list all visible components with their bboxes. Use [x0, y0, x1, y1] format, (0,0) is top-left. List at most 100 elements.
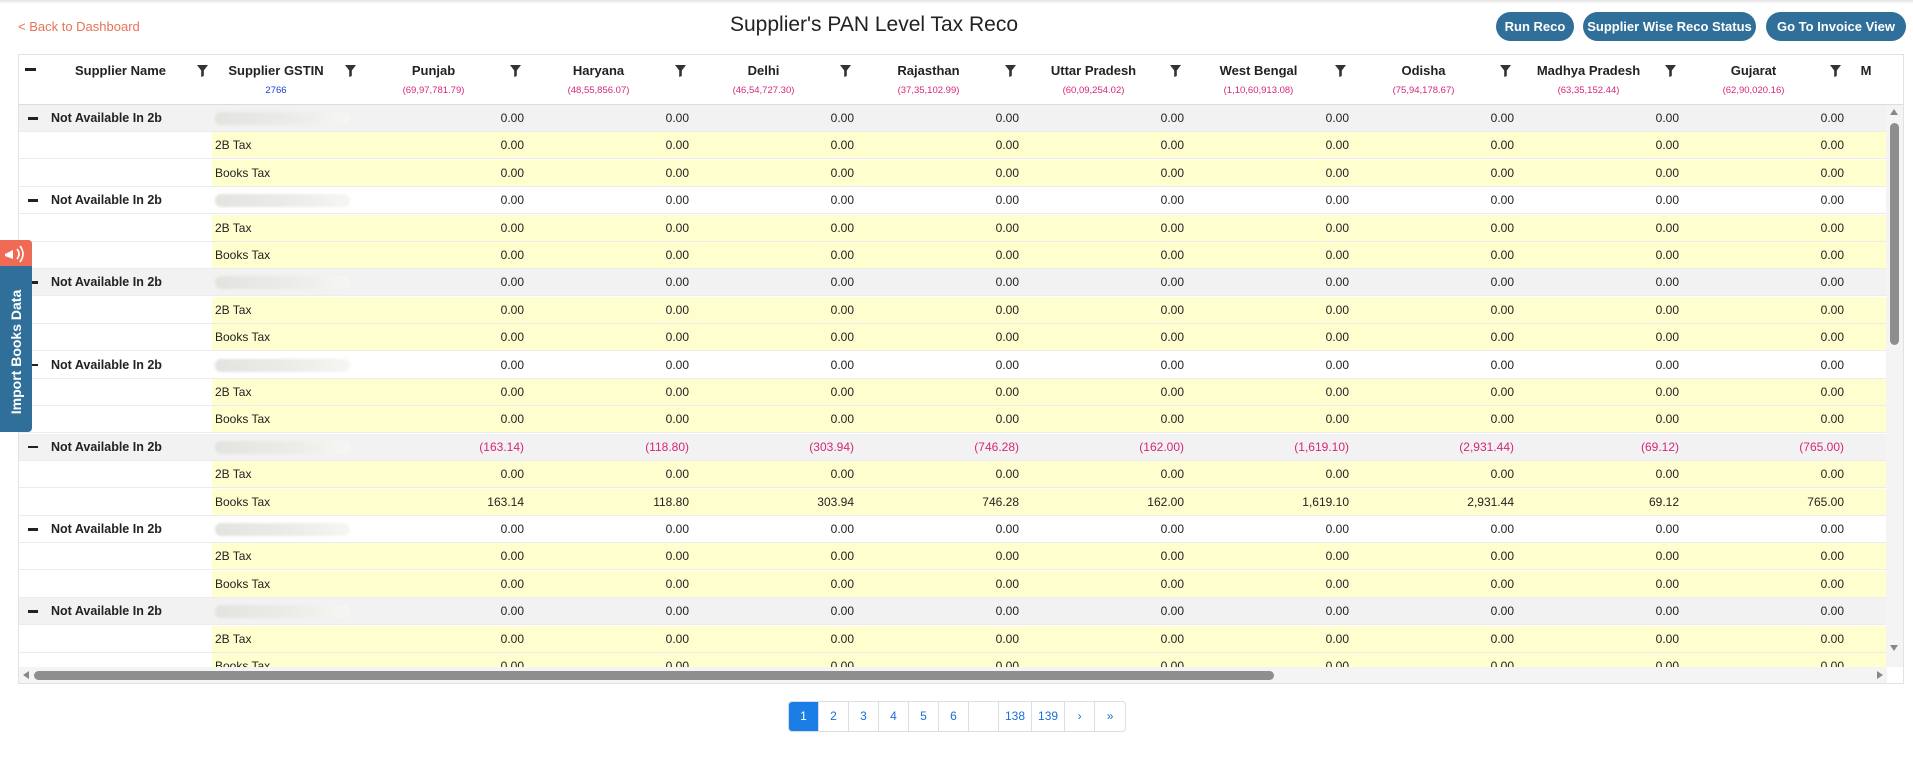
tax-value: 0.00	[1490, 549, 1514, 564]
filter-icon[interactable]	[197, 65, 208, 77]
tax-value: 0.00	[500, 220, 524, 235]
column-header-gujarat[interactable]: Gujarat (62,90,020.16)	[1682, 55, 1847, 105]
tax-value: 0.00	[1160, 522, 1184, 536]
tax-2b-row[interactable]: 2B Tax 0.00 0.00 0.00 0.00 0.00 0.00 0.00 0.00 0.…	[19, 543, 1887, 571]
sub-row-background	[212, 379, 1887, 405]
column-header-uttar-pradesh[interactable]: Uttar Pradesh (60,09,254.02)	[1022, 55, 1187, 105]
page-6[interactable]: 6	[939, 702, 969, 731]
tax-value: 0.00	[500, 138, 524, 153]
tax-2b-row[interactable]: 2B Tax 0.00 0.00 0.00 0.00 0.00 0.00 0.00 0.00 0.…	[19, 625, 1887, 653]
filter-icon[interactable]	[1335, 65, 1346, 77]
tax-value: 0.00	[995, 357, 1019, 372]
horizontal-scrollbar[interactable]	[19, 667, 1887, 683]
books-tax-row[interactable]: Books Tax 0.00 0.00 0.00 0.00 0.00 0.00 0.00 0.0…	[19, 324, 1887, 352]
books-tax-row[interactable]: Books Tax 0.00 0.00 0.00 0.00 0.00 0.00 0.00 0.0…	[19, 242, 1887, 269]
supplier-group-row[interactable]: Not Available In 2b 0.00 0.00 0.00 0.00 0.00 0…	[19, 516, 1887, 543]
tax-value: 0.00	[1655, 138, 1679, 153]
horizontal-scroll-thumb[interactable]	[34, 671, 1274, 680]
books-tax-row[interactable]: Books Tax 0.00 0.00 0.00 0.00 0.00 0.00 0.00 0.0…	[19, 653, 1887, 667]
tax-2b-row[interactable]: 2B Tax 0.00 0.00 0.00 0.00 0.00 0.00 0.00 0.00 0.…	[19, 379, 1887, 406]
sub-row-background	[212, 132, 1887, 159]
column-header-west-bengal[interactable]: West Bengal (1,10,60,913.08)	[1187, 55, 1352, 105]
column-header-label: West Bengal	[1219, 63, 1298, 78]
tax-value: 0.00	[1325, 330, 1349, 345]
column-header-punjab[interactable]: Punjab (69,97,781.79)	[362, 55, 527, 105]
tax-value: 0.00	[1820, 193, 1844, 208]
tax-value: 0.00	[1325, 248, 1349, 262]
sub-row-background	[212, 570, 1887, 597]
import-books-data-tab[interactable]: Import Books Data	[0, 240, 32, 432]
tax-value: 0.00	[665, 412, 689, 427]
page-138[interactable]: 138	[999, 702, 1033, 731]
filter-icon[interactable]	[1500, 65, 1511, 77]
column-header-supplier-name[interactable]: Supplier Name	[49, 55, 214, 105]
page-139[interactable]: 139	[1032, 702, 1066, 731]
scroll-down-arrow-icon[interactable]	[1890, 645, 1898, 651]
redacted-gstin	[215, 605, 350, 619]
column-header-haryana[interactable]: Haryana (48,55,856.07)	[527, 55, 692, 105]
filter-icon[interactable]	[675, 65, 686, 77]
tax-value: 0.00	[830, 138, 854, 153]
vertical-scrollbar[interactable]	[1886, 105, 1903, 667]
tax-value: 0.00	[1325, 549, 1349, 564]
tax-2b-row[interactable]: 2B Tax 0.00 0.00 0.00 0.00 0.00 0.00 0.00 0.00 0.…	[19, 296, 1887, 324]
tax-2b-row[interactable]: 2B Tax 0.00 0.00 0.00 0.00 0.00 0.00 0.00 0.00 0.…	[19, 461, 1887, 489]
collapse-row-icon[interactable]	[28, 281, 38, 284]
supplier-group-row[interactable]: Not Available In 2b 0.00 0.00 0.00 0.00 0.00 0…	[19, 269, 1887, 297]
page-5[interactable]: 5	[909, 702, 939, 731]
scroll-up-arrow-icon[interactable]	[1890, 109, 1898, 115]
books-tax-row[interactable]: Books Tax 0.00 0.00 0.00 0.00 0.00 0.00 0.00 0.0…	[19, 159, 1887, 187]
collapse-row-icon[interactable]	[28, 363, 38, 367]
scroll-right-arrow-icon[interactable]	[1877, 671, 1883, 679]
top-shadow	[0, 0, 1913, 4]
filter-icon[interactable]	[1665, 65, 1676, 77]
page-3[interactable]: 3	[849, 702, 879, 731]
books-tax-row[interactable]: Books Tax 0.00 0.00 0.00 0.00 0.00 0.00 0.00 0.0…	[19, 406, 1887, 434]
scroll-left-arrow-icon[interactable]	[23, 671, 29, 679]
filter-icon[interactable]	[840, 65, 851, 77]
column-header-m[interactable]: M	[1847, 55, 1903, 105]
tax-value: 0.00	[500, 576, 524, 591]
column-header-madhya-pradesh[interactable]: Madhya Pradesh (63,35,152.44)	[1517, 55, 1682, 105]
next-page-button[interactable]: ›	[1065, 702, 1096, 731]
tax-value: 0.00	[1490, 193, 1514, 208]
column-header-rajasthan[interactable]: Rajasthan (37,35,102.99)	[857, 55, 1022, 105]
supplier-group-row[interactable]: Not Available In 2b 0.00 0.00 0.00 0.00 0.00 0…	[19, 351, 1887, 379]
supplier-group-row[interactable]: Not Available In 2b 0.00 0.00 0.00 0.00 0.00 0…	[19, 598, 1887, 626]
tax-value: 0.00	[500, 659, 524, 667]
filter-icon[interactable]	[1830, 65, 1841, 77]
supplier-wise-reco-status-button[interactable]: Supplier Wise Reco Status	[1583, 12, 1756, 41]
collapse-all-icon[interactable]	[25, 68, 36, 71]
filter-icon[interactable]	[510, 65, 521, 77]
supplier-group-row[interactable]: Not Available In 2b 0.00 0.00 0.00 0.00 0.00 0…	[19, 105, 1887, 132]
supplier-name: Not Available In 2b	[51, 357, 162, 372]
column-header-supplier-gstin[interactable]: Supplier GSTIN 2766	[212, 55, 362, 105]
page-4[interactable]: 4	[879, 702, 909, 731]
vertical-scroll-thumb[interactable]	[1890, 123, 1899, 345]
filter-icon[interactable]	[1005, 65, 1016, 77]
column-header-odisha[interactable]: Odisha (75,94,178.67)	[1352, 55, 1517, 105]
collapse-row-icon[interactable]	[28, 117, 38, 120]
filter-icon[interactable]	[345, 65, 356, 77]
tax-2b-row[interactable]: 2B Tax 0.00 0.00 0.00 0.00 0.00 0.00 0.00 0.00 0.…	[19, 132, 1887, 160]
page-1[interactable]: 1	[789, 702, 819, 731]
column-header-delhi[interactable]: Delhi (46,54,727.30)	[692, 55, 857, 105]
sub-row-background	[212, 242, 1887, 268]
supplier-group-row[interactable]: Not Available In 2b (163.14) (118.80) (303.…	[19, 433, 1887, 461]
filter-icon[interactable]	[1170, 65, 1181, 77]
last-page-button[interactable]: »	[1095, 702, 1126, 731]
collapse-row-icon[interactable]	[28, 445, 38, 449]
redacted-gstin	[215, 523, 350, 536]
tax-2b-row[interactable]: 2B Tax 0.00 0.00 0.00 0.00 0.00 0.00 0.00 0.00 0.…	[19, 214, 1887, 242]
books-tax-row[interactable]: Books Tax 163.14 118.80 303.94 746.28 162.00 1…	[19, 488, 1887, 516]
supplier-group-row[interactable]: Not Available In 2b 0.00 0.00 0.00 0.00 0.00 0…	[19, 187, 1887, 215]
books-tax-row[interactable]: Books Tax 0.00 0.00 0.00 0.00 0.00 0.00 0.00 0.0…	[19, 570, 1887, 598]
collapse-row-icon[interactable]	[28, 199, 38, 202]
go-to-invoice-view-button[interactable]: Go To Invoice View	[1766, 12, 1906, 41]
collapse-row-icon[interactable]	[28, 528, 38, 531]
run-reco-button[interactable]: Run Reco	[1496, 12, 1574, 41]
collapse-row-icon[interactable]	[28, 610, 38, 613]
tax-value: 0.00	[995, 302, 1019, 317]
back-to-dashboard-link[interactable]: < Back to Dashboard	[18, 19, 140, 34]
page-2[interactable]: 2	[819, 702, 849, 731]
